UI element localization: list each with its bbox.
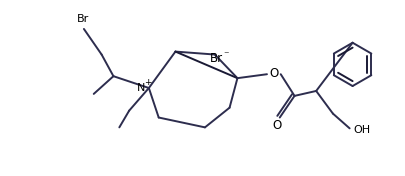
Text: Br: Br	[210, 52, 223, 65]
Text: ⁻: ⁻	[224, 51, 229, 61]
Text: O: O	[272, 119, 281, 132]
Text: OH: OH	[353, 125, 370, 135]
Text: O: O	[269, 67, 279, 80]
Text: N: N	[137, 83, 145, 93]
Text: Br: Br	[77, 14, 89, 24]
Text: +: +	[144, 78, 151, 87]
